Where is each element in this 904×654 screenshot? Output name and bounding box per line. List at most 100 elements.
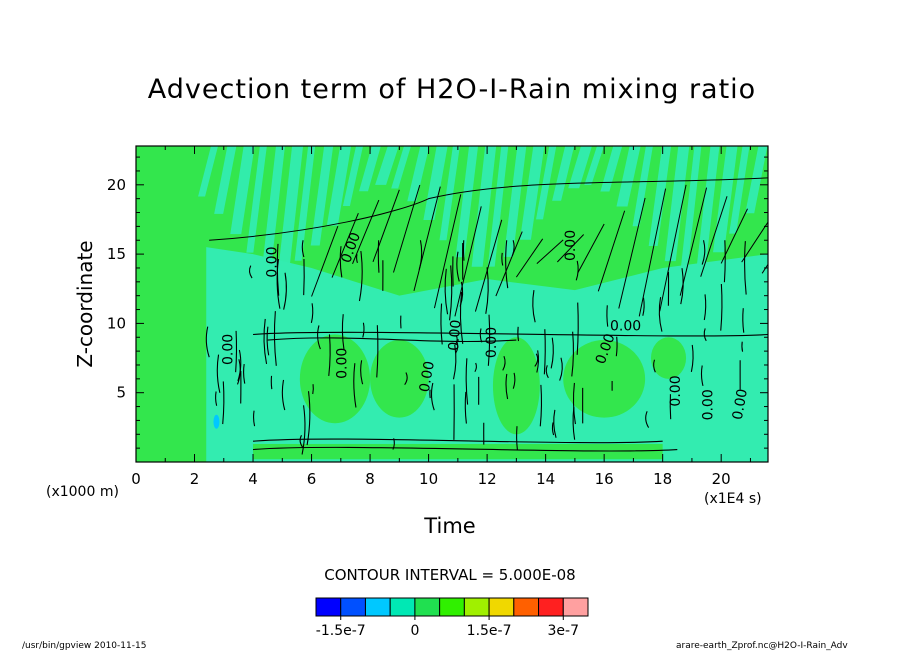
colorbar-swatch: [488, 597, 515, 617]
contour-line: [742, 308, 745, 333]
contour-line: [393, 184, 421, 273]
contour-line: [645, 411, 650, 428]
contour-line: [209, 177, 768, 241]
contour-line: [404, 372, 408, 386]
negative-speck: [213, 414, 220, 429]
wave-stripe: [326, 146, 352, 226]
contour-line: [339, 246, 343, 278]
contour-line: [741, 221, 768, 263]
contour-line: [459, 291, 464, 344]
contour-line: [433, 194, 462, 309]
x-tick-label: 14: [536, 470, 555, 488]
contour-line: [720, 208, 748, 264]
contour-label: 0.00: [446, 319, 465, 351]
contour-line: [360, 360, 364, 385]
contour-label: 0.00: [417, 360, 438, 393]
contour-line: [658, 296, 663, 332]
contour-label: 0.00: [484, 327, 500, 358]
contour-line: [723, 240, 726, 283]
x-unit-label: (x1E4 s): [704, 491, 762, 507]
wave-stripe: [439, 146, 460, 241]
wave-stripe: [503, 146, 527, 257]
contour-line: [532, 290, 536, 323]
wave-stripe: [568, 146, 592, 189]
contour-line: [576, 302, 579, 355]
positive-patch: [650, 337, 687, 379]
contour-line: [356, 254, 358, 264]
contour-line: [638, 188, 667, 317]
wave-stripe: [745, 146, 768, 214]
contour-line: [430, 382, 435, 411]
y-tick-label: 20: [107, 176, 126, 194]
colorbar-tick-label: 1.5e-7: [467, 623, 512, 639]
colorbar-tick-label: 3e-7: [548, 623, 579, 639]
y-unit-label: (x1000 m): [46, 484, 119, 500]
contour-line: [276, 258, 281, 309]
colorbar-swatch: [414, 597, 441, 617]
wave-stripe: [600, 146, 623, 192]
wave-stripe: [375, 146, 399, 185]
contour-line: [700, 365, 704, 386]
contour-line: [266, 326, 270, 356]
contour-line: [449, 265, 453, 321]
contour-line: [310, 303, 314, 324]
contour-line: [556, 234, 585, 263]
contour-line: [444, 268, 449, 315]
contour-line: [283, 272, 287, 310]
contour-line: [306, 391, 311, 446]
contour-label: 0.00: [610, 318, 641, 334]
contour-line: [243, 364, 246, 384]
contour-label: 0.00: [668, 375, 684, 406]
contour-line: [577, 223, 605, 274]
colorbar-swatch: [364, 597, 391, 617]
contour-line: [464, 391, 467, 424]
x-axis-label: Time: [424, 514, 476, 538]
x-tick-label: 4: [248, 470, 258, 488]
contour-line: [700, 196, 728, 277]
contour-label: 0.00: [563, 230, 579, 261]
wave-stripe: [680, 146, 702, 268]
contour-line: [252, 438, 663, 444]
contour-interval-text: CONTOUR INTERVAL = 5.000E-08: [324, 566, 576, 584]
field-layer: 0.00 0.00 0.00 0.00 0.00 0.00 0.00 0.00 0.00 0.00…: [136, 146, 768, 462]
contour-line: [575, 260, 579, 281]
contour-line: [487, 314, 491, 366]
contour-label: 0.00: [700, 389, 716, 420]
y-tick-label: 10: [107, 314, 126, 332]
contour-line: [353, 363, 357, 408]
contour-line: [235, 330, 238, 373]
colorbar-swatch: [513, 597, 540, 617]
contour-line: [744, 241, 747, 295]
wave-stripe: [487, 146, 509, 267]
contour-line: [252, 446, 678, 452]
wave-stripe: [664, 146, 690, 262]
contour-line: [267, 337, 517, 343]
contour-line: [413, 186, 441, 291]
contour-line: [273, 311, 277, 366]
x-tick-label: 10: [419, 470, 438, 488]
contour-line: [550, 337, 554, 369]
contour-line: [553, 409, 557, 438]
contour-line: [222, 381, 225, 425]
y-tick-label: 15: [107, 245, 126, 263]
contour-line: [362, 322, 365, 338]
contour-line: [311, 225, 339, 297]
wave-stripe: [632, 146, 653, 227]
contour-line: [690, 344, 694, 372]
positive-patch: [492, 337, 540, 435]
footer-left: /usr/bin/gpview 2010-11-15: [22, 641, 147, 651]
wave-stripe: [391, 146, 411, 189]
contour-line: [501, 252, 504, 266]
wave-stripe: [246, 146, 267, 253]
contour-line: [236, 359, 241, 385]
plot-frame: [135, 145, 769, 463]
contour-line: [456, 251, 460, 282]
contour-line: [680, 268, 684, 305]
contour-line: [534, 353, 539, 367]
wave-stripe: [584, 146, 604, 185]
contour-line: [543, 329, 546, 375]
colorbar-swatch: [340, 597, 366, 617]
x-tick-label: 8: [365, 470, 375, 488]
positive-patch: [563, 340, 646, 418]
x-tick-label: 18: [653, 470, 672, 488]
